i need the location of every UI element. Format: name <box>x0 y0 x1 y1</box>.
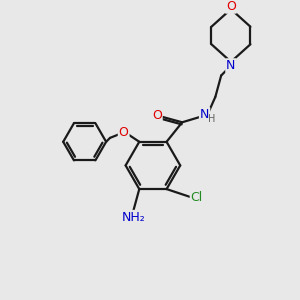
Text: O: O <box>152 109 162 122</box>
Text: O: O <box>226 0 236 13</box>
Text: O: O <box>119 125 129 139</box>
Text: N: N <box>226 59 236 72</box>
Text: NH₂: NH₂ <box>122 211 145 224</box>
Text: N: N <box>200 108 209 121</box>
Text: H: H <box>208 114 215 124</box>
Text: Cl: Cl <box>191 191 203 204</box>
